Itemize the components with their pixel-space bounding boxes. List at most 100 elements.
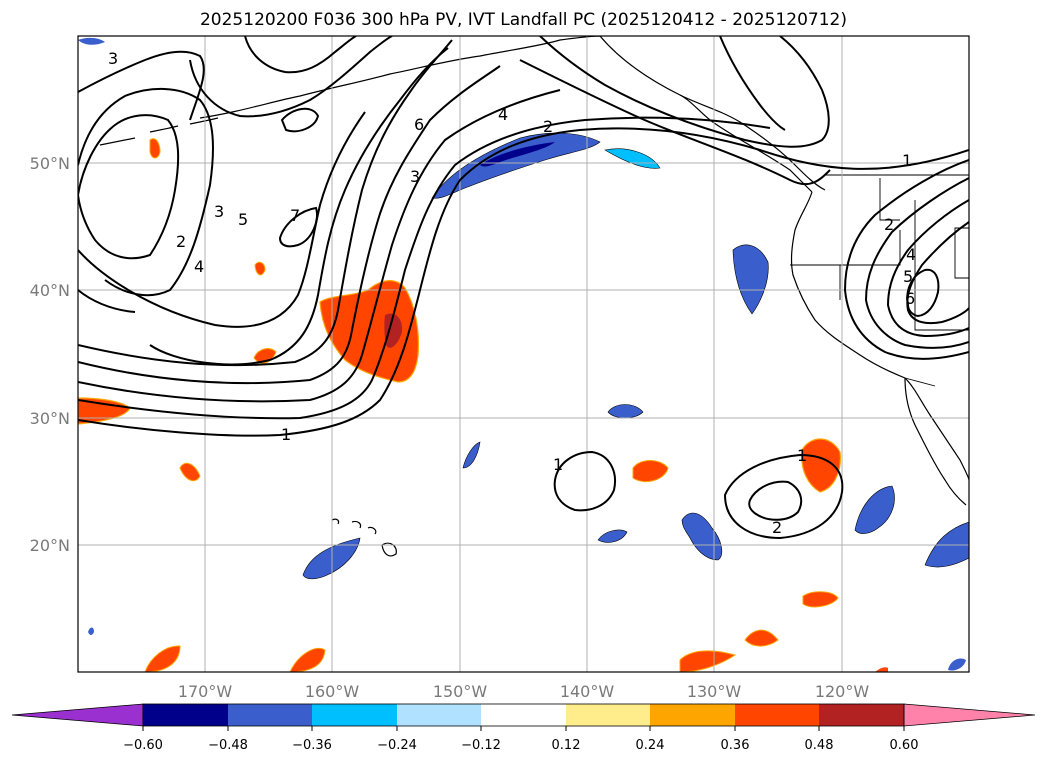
contour-label: 7 (290, 206, 300, 225)
colorbar-segment (735, 704, 819, 726)
map-title: 2025120200 F036 300 hPa PV, IVT Landfall… (199, 10, 847, 30)
lat-tick-label: 40°N (30, 281, 70, 300)
colorbar-segment (228, 704, 312, 726)
colorbar-tick-marks (142, 726, 905, 731)
positive-anomaly-south-f (875, 667, 888, 672)
positive-anomaly-east-2 (801, 438, 841, 493)
positive-anomaly-south-d (144, 645, 181, 672)
pv-contours (78, 36, 969, 540)
contour-labels: 1 2 3 4 5 6 7 2 3 4 1 2 4 5 6 1 1 2 3 (108, 49, 916, 537)
pv-contour-7-west (78, 111, 366, 328)
pv-contour-west-ridge-2 (78, 114, 180, 260)
colorbar-segment (312, 704, 397, 726)
colorbar-tick-label: −0.24 (377, 738, 417, 753)
lon-tick-label: 120°W (815, 682, 870, 701)
contour-label: 4 (498, 105, 508, 124)
hawaii-islands (331, 518, 397, 557)
positive-anomaly-south-c (679, 650, 737, 672)
colorbar: −0.60 −0.48 −0.36 −0.24 −0.12 0.12 0.24 … (11, 703, 1036, 753)
negative-anomaly-se (948, 658, 966, 671)
negative-anomaly-baja (854, 485, 895, 534)
contour-label: 6 (905, 289, 915, 308)
pv-contour-east-low-2 (864, 177, 969, 349)
contour-label: 1 (797, 446, 807, 465)
contour-label: 3 (214, 202, 224, 221)
colorbar-outline (142, 703, 905, 727)
contour-label: 6 (414, 115, 424, 134)
pv-contour-ridge-north-1 (189, 36, 393, 118)
pv-contour-east-ridge-3 (719, 36, 786, 131)
positive-anomaly-south-a (802, 591, 839, 608)
pv-contour-west-ridge-1 (78, 50, 205, 121)
positive-anomaly-small-a (149, 138, 161, 159)
contour-label: 4 (194, 257, 204, 276)
pv-contour-east-low-3 (886, 199, 969, 338)
pv-contour-east-ridge-2 (539, 36, 830, 148)
lat-tick-label: 30°N (30, 409, 70, 428)
colorbar-segment (481, 704, 566, 726)
pv-contour-closed-low-center (553, 450, 616, 512)
pv-contour-east-low-5 (906, 268, 940, 318)
pv-contour-2-west (78, 116, 771, 420)
lon-tick-label: 170°W (178, 682, 233, 701)
colorbar-tick-label: −0.12 (461, 738, 501, 753)
pv-contour-ring-7 (278, 206, 318, 248)
positive-anomaly-south-e (289, 648, 326, 672)
colorbar-tick-label: 0.60 (890, 738, 919, 753)
colorbar-extend-left (11, 703, 144, 727)
pv-contour-4-west (78, 65, 501, 385)
lon-tick-label: 140°W (560, 682, 615, 701)
colorbar-segment (143, 704, 228, 726)
latitude-tick-labels: 20°N 30°N 40°N 50°N (30, 154, 70, 555)
pv-contour-1-west (78, 127, 969, 437)
baja-peninsula (904, 377, 967, 506)
colorbar-tick-label: −0.60 (123, 738, 163, 753)
colorbar-extend-right (903, 703, 1036, 727)
negative-anomaly-gulf-of-alaska (431, 132, 601, 199)
colorbar-tick-label: 0.36 (721, 738, 750, 753)
pv-contour-east-low-4 (906, 221, 969, 325)
shaded-anomalies (78, 37, 969, 672)
lon-tick-label: 160°W (305, 682, 360, 701)
pv-contour-far-west-loop (78, 289, 136, 313)
positive-anomaly-central-core (384, 313, 403, 348)
negative-anomaly-small-1 (607, 404, 644, 419)
colorbar-segment (819, 704, 904, 726)
lat-tick-label: 50°N (30, 154, 70, 173)
positive-anomaly-small-d (179, 462, 201, 482)
colorbar-segment (650, 704, 735, 726)
contour-label: 2 (772, 518, 782, 537)
alaska-coast (199, 36, 826, 191)
contour-label: 4 (906, 245, 916, 264)
lon-tick-label: 130°W (687, 682, 742, 701)
colorbar-segment (397, 704, 481, 726)
contour-label: 2 (884, 215, 894, 234)
negative-anomaly-south-2 (597, 529, 628, 543)
colorbar-tick-label: −0.48 (208, 738, 248, 753)
negative-anomaly-offshore-california (732, 244, 769, 315)
bc-coast (679, 94, 813, 193)
pv-contour-3-west (78, 89, 561, 403)
contour-label: 1 (553, 455, 563, 474)
negative-anomaly-south-1 (681, 512, 723, 561)
negative-anomaly-nw-corner (78, 37, 105, 45)
colorbar-tick-labels: −0.60 −0.48 −0.36 −0.24 −0.12 0.12 0.24 … (123, 738, 918, 753)
pv-contour-6-trough (149, 47, 449, 366)
negative-anomaly-sw-1 (88, 627, 94, 635)
pv-contour-ring-5 (280, 107, 320, 133)
contour-label: 1 (281, 425, 291, 444)
positive-anomaly-small-b (254, 261, 266, 276)
coastlines (99, 36, 969, 557)
contour-label: 5 (903, 267, 913, 286)
positive-anomaly-south-b (744, 629, 779, 647)
pv-contour-closed-low-south-1 (723, 453, 844, 540)
colorbar-tick-label: 0.48 (805, 738, 834, 753)
contour-label: 2 (176, 232, 186, 251)
negative-anomaly-core-gulf (480, 142, 555, 167)
positive-anomaly-east-1 (632, 460, 669, 483)
map-frame (77, 35, 970, 673)
pv-contour-west-ridge-3 (78, 88, 214, 297)
contour-label: 3 (410, 167, 420, 186)
gridlines (78, 36, 969, 672)
